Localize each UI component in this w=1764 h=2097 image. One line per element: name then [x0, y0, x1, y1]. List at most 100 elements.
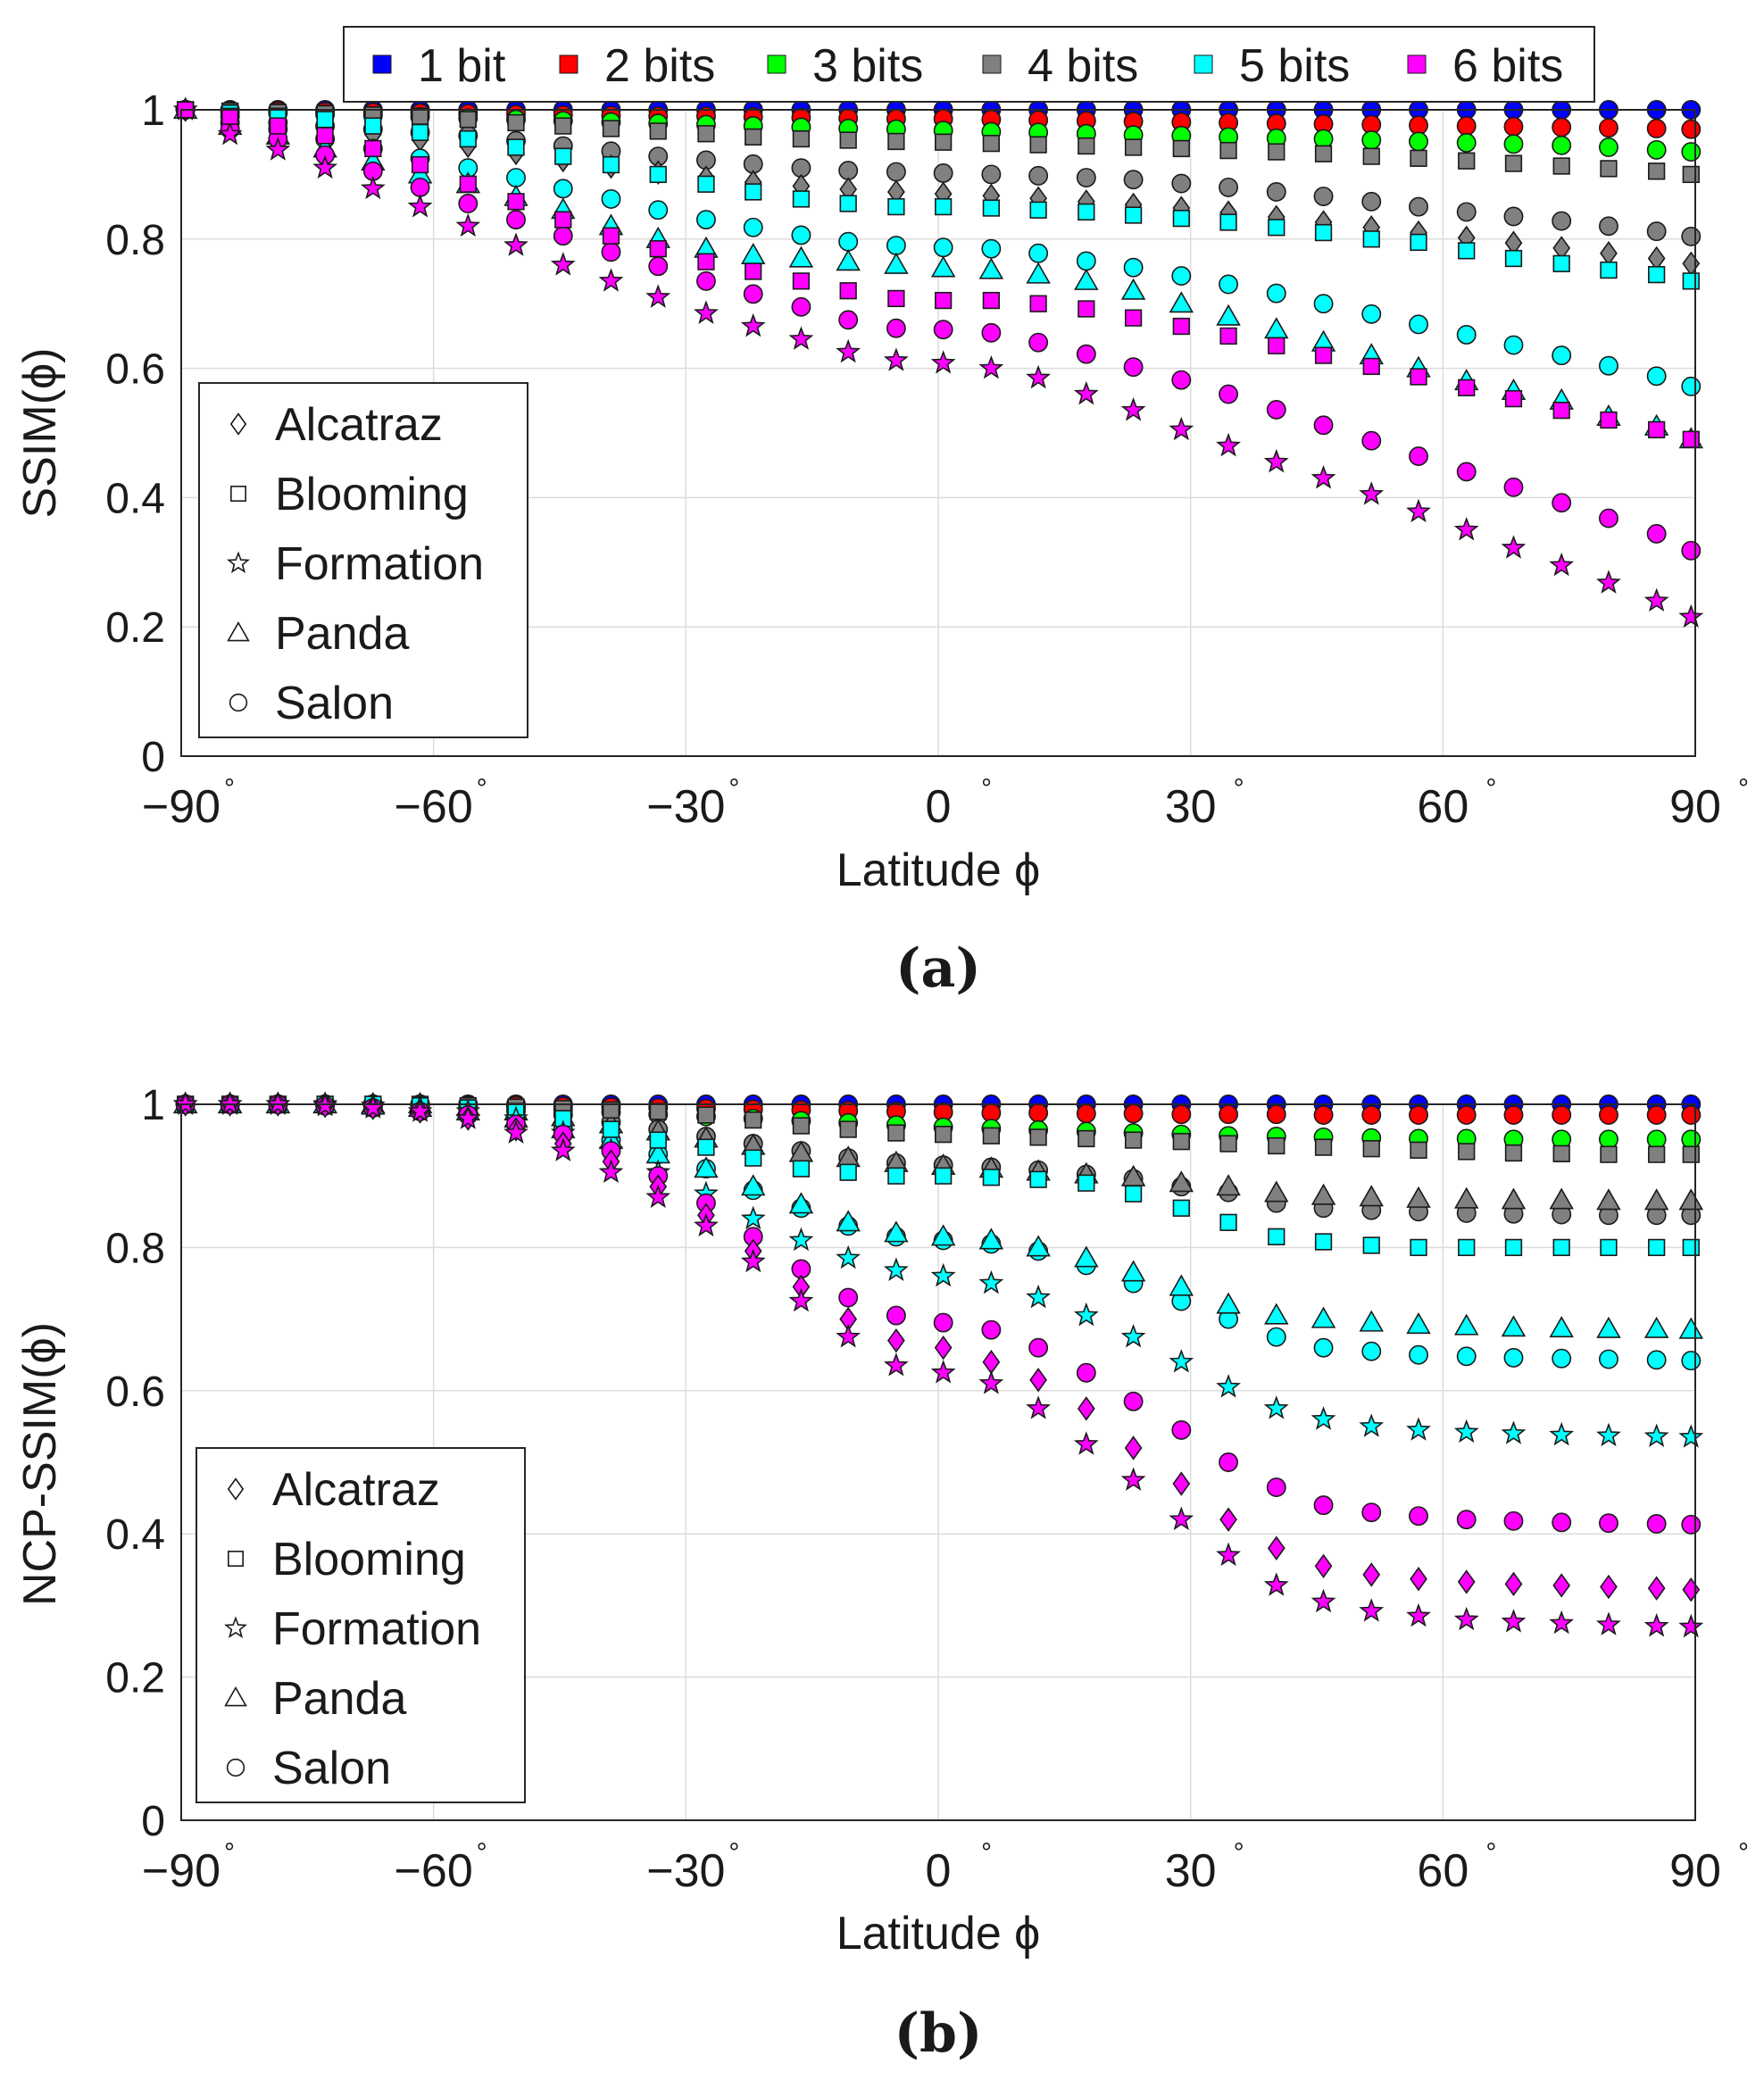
point-2-bits-circle [1503, 1105, 1524, 1125]
point-5-bits-square [364, 117, 382, 135]
point-5-bits-square [792, 1160, 811, 1177]
point-5-bits-triangle [978, 257, 1004, 279]
point-4-bits-circle [1646, 221, 1667, 242]
point-6-bits-square [1362, 357, 1380, 376]
point-5-bits-star [1120, 1324, 1146, 1348]
point-6-bits-square [1410, 368, 1427, 386]
point-4-bits-triangle [1264, 1180, 1289, 1202]
point-5-bits-square [1029, 1170, 1047, 1188]
point-4-bits-circle [1599, 216, 1618, 237]
point-4-bits-square [839, 1120, 857, 1138]
point-6-bits-square [1078, 300, 1095, 318]
point-6-bits-circle [981, 1319, 1002, 1340]
point-2-bits-circle [1646, 1105, 1667, 1125]
point-5-bits-square [1219, 1213, 1237, 1231]
point-5-bits-star [740, 1205, 766, 1230]
point-6-bits-star [1549, 1610, 1575, 1635]
point-6-bits-square [1458, 379, 1476, 396]
point-6-bits-circle [1552, 493, 1572, 513]
point-5-bits-circle [981, 238, 1002, 259]
point-6-bits-circle [648, 256, 669, 277]
point-6-bits-circle [981, 322, 1002, 343]
point-6-bits-circle [1646, 1514, 1667, 1534]
point-2-bits-circle [1361, 1105, 1382, 1125]
y-tick-label: 0.8 [105, 217, 165, 264]
legend-label-blooming: Blooming [272, 1534, 466, 1585]
point-6-bits-diamond [1457, 1569, 1476, 1594]
point-6-bits-circle [696, 270, 716, 291]
y-tick-label: 0 [141, 734, 165, 781]
point-4-bits-square [1029, 1128, 1047, 1146]
point-5-bits-circle [553, 179, 573, 199]
point-6-bits-star [1073, 1431, 1099, 1455]
point-5-bits-square [1410, 233, 1427, 252]
y-tick-label: 1 [141, 1082, 165, 1129]
shape-legend-a: Alcatraz Blooming Formation Panda Salon [198, 382, 528, 738]
point-6-bits-circle [1028, 1337, 1049, 1358]
point-4-bits-circle [1409, 196, 1428, 217]
point-4-bits-square [1172, 139, 1190, 158]
y-tick-label: 0.4 [105, 475, 165, 522]
point-4-bits-triangle [1406, 1186, 1431, 1208]
point-6-bits-square [839, 282, 857, 300]
point-5-bits-circle [791, 225, 811, 245]
point-4-bits-circle [1219, 177, 1239, 197]
point-6-bits-square [507, 193, 525, 211]
point-6-bits-star [598, 268, 624, 292]
point-6-bits-star [1311, 465, 1336, 489]
point-5-bits-star [978, 1269, 1004, 1294]
point-6-bits-star [645, 284, 671, 308]
point-6-bits-star [1359, 1598, 1385, 1622]
point-5-bits-square [982, 1169, 1001, 1186]
point-4-bits-circle [1681, 226, 1702, 246]
point-6-bits-star [1359, 481, 1385, 505]
point-6-bits-circle [1266, 1477, 1286, 1498]
point-2-bits-circle [1313, 1105, 1334, 1125]
point-5-bits-star [1026, 1284, 1052, 1309]
point-6-bits-circle [1456, 462, 1477, 482]
point-5-bits-square [745, 183, 762, 201]
legend-marker-triangle [227, 620, 250, 642]
point-5-bits-triangle [788, 1192, 814, 1214]
point-6-bits-star [1073, 380, 1099, 405]
point-6-bits-star [836, 1324, 861, 1348]
x-tick-label: −30 [646, 1845, 725, 1897]
point-6-bits-square [554, 211, 572, 229]
point-6-bits-star [883, 1352, 909, 1377]
point-5-bits-square [1458, 1238, 1476, 1257]
point-6-bits-circle [1076, 1362, 1096, 1383]
point-6-bits-square [411, 155, 429, 174]
point-5-bits-triangle [1074, 1245, 1099, 1268]
point-5-bits-square [1504, 1238, 1523, 1257]
x-tick-degree: ° [728, 774, 739, 803]
point-4-bits-circle [1076, 168, 1096, 187]
point-4-bits-circle [1123, 170, 1144, 190]
point-5-bits-triangle [1216, 304, 1241, 326]
point-4-bits-square [1219, 1135, 1237, 1153]
point-6-bits-circle [933, 320, 953, 340]
point-5-bits-circle [1646, 1350, 1667, 1370]
point-6-bits-star [883, 347, 909, 371]
point-5-bits-square [839, 195, 857, 212]
point-6-bits-star [598, 1159, 624, 1184]
legend-label-2-bits: 2 bits [604, 40, 715, 92]
x-tick-degree: ° [1234, 1838, 1244, 1868]
point-6-bits-circle [1409, 1506, 1428, 1527]
x-tick-degree: ° [1738, 774, 1749, 803]
point-5-bits-circle [743, 217, 763, 237]
point-4-bits-triangle [1216, 1174, 1241, 1196]
point-4-bits-square [1362, 1140, 1380, 1158]
y-tick-label: 1 [141, 87, 165, 135]
legend-label-formation: Formation [275, 538, 484, 590]
point-2-bits-circle [1552, 117, 1572, 137]
plot-frame-b [180, 1103, 1696, 1821]
point-5-bits-square [1314, 223, 1333, 242]
point-6-bits-square [792, 272, 811, 290]
point-6-bits-diamond [1362, 1562, 1381, 1587]
point-5-bits-circle [1123, 257, 1144, 278]
point-4-bits-circle [1171, 173, 1192, 194]
point-5-bits-circle [1456, 1346, 1477, 1367]
point-6-bits-star [1120, 1467, 1146, 1491]
point-2-bits-circle [1171, 1104, 1192, 1125]
legend-marker-triangle [224, 1685, 247, 1707]
